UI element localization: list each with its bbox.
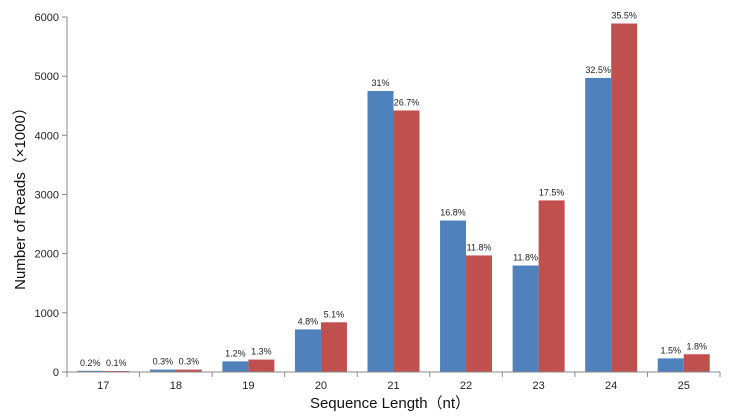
bar-series-1-22 [440,220,467,372]
data-label-series-1-23: 11.8% [513,253,538,263]
data-label-series-2-20: 5.1% [324,309,345,319]
bar-series-2-18 [175,369,202,372]
data-label-series-2-21: 26.7% [394,97,420,107]
bar-series-1-19 [222,361,249,372]
bar-series-2-25 [683,354,710,372]
y-axis-title: Number of Reads（×1000） [12,100,29,290]
bar-series-1-25 [657,358,684,372]
data-label-series-2-19: 1.3% [251,347,272,357]
data-label-series-1-20: 4.8% [298,316,319,326]
x-tick-label: 20 [315,380,327,392]
bar-series-1-24 [585,77,612,373]
x-axis-ticks: 17 18 19 20 21 22 23 24 25 [66,372,721,392]
data-label-series-1-21: 31% [371,78,389,88]
bar-series-2-19 [248,359,275,372]
data-label-series-2-22: 11.8% [467,242,492,252]
x-tick-label: 25 [678,380,690,392]
data-label-series-2-17: 0.1% [106,358,127,368]
x-tick-label: 19 [242,380,254,392]
axes [66,17,720,373]
x-tick-label: 17 [97,380,109,392]
x-tick-label: 22 [460,380,472,392]
bar-series-1-23 [512,265,539,372]
y-tick-label: 5000 [35,71,59,83]
bar-series-2-22 [466,255,493,372]
data-label-series-2-18: 0.3% [179,357,200,367]
data-label-series-1-25: 1.5% [660,345,681,355]
data-label-series-1-24: 32.5% [585,65,611,75]
y-tick-label: 0 [53,367,59,379]
x-tick-label: 23 [532,380,544,392]
data-label-series-2-23: 17.5% [539,187,565,197]
y-tick-label: 3000 [35,190,59,202]
x-axis-title: Sequence Length（nt） [310,395,470,412]
bar-series-1-20 [294,329,321,372]
x-tick-label: 21 [387,380,399,392]
data-label-series-2-24: 35.5% [611,11,637,21]
x-tick-label: 24 [605,380,617,392]
y-tick-label: 2000 [35,249,59,261]
bar-series-2-23 [538,200,565,372]
y-tick-label: 4000 [35,130,59,142]
y-tick-label: 6000 [35,12,59,24]
data-label-series-1-17: 0.2% [80,358,101,368]
bar-series-1-17 [77,370,104,372]
y-axis-ticks: 0 1000 2000 3000 4000 5000 6000 [35,12,67,379]
y-tick-label: 1000 [35,308,59,320]
data-label-series-2-25: 1.8% [686,341,707,351]
bar-series-2-21 [393,110,420,372]
bar-series-1-18 [149,369,176,372]
data-label-series-1-22: 16.8% [440,208,466,218]
bar-series-1-21 [367,90,394,372]
bars [77,23,710,373]
data-label-series-1-19: 1.2% [225,348,246,358]
data-label-series-1-18: 0.3% [153,357,174,367]
x-tick-label: 18 [170,380,182,392]
data-labels: 0.2% 0.1% 0.3% 0.3% 1.2% 1.3% 4.8% 5.1% 31% 26.7%… [80,11,707,368]
bar-series-2-20 [320,322,347,372]
bar-series-2-24 [611,23,638,373]
